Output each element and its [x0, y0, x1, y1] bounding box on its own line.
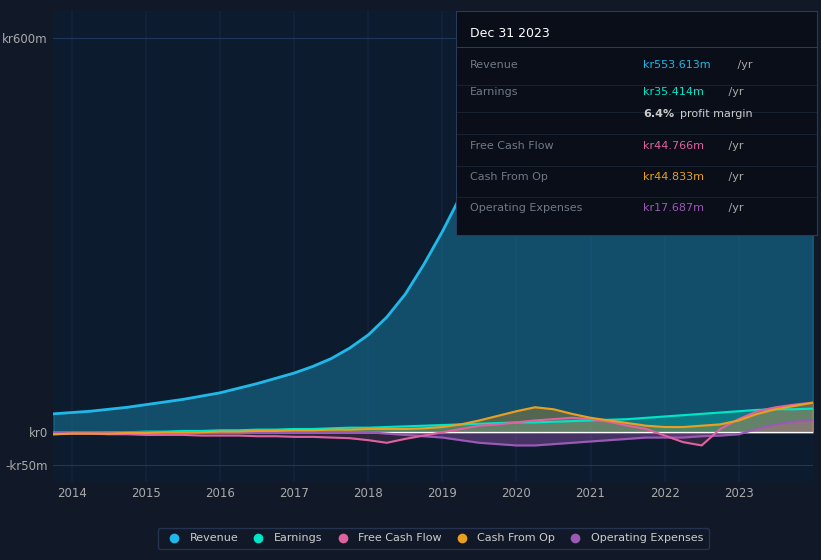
- Text: kr553.613m: kr553.613m: [644, 60, 711, 70]
- Legend: Revenue, Earnings, Free Cash Flow, Cash From Op, Operating Expenses: Revenue, Earnings, Free Cash Flow, Cash …: [158, 528, 709, 549]
- Text: kr44.833m: kr44.833m: [644, 172, 704, 182]
- Text: /yr: /yr: [725, 203, 743, 213]
- Text: Earnings: Earnings: [470, 87, 519, 97]
- Text: kr35.414m: kr35.414m: [644, 87, 704, 97]
- Text: Revenue: Revenue: [470, 60, 519, 70]
- Text: /yr: /yr: [734, 60, 752, 70]
- Text: kr44.766m: kr44.766m: [644, 141, 704, 151]
- Text: Dec 31 2023: Dec 31 2023: [470, 27, 550, 40]
- Text: Operating Expenses: Operating Expenses: [470, 203, 582, 213]
- Text: Free Cash Flow: Free Cash Flow: [470, 141, 553, 151]
- Text: profit margin: profit margin: [680, 109, 752, 119]
- Text: 6.4%: 6.4%: [644, 109, 675, 119]
- Text: kr17.687m: kr17.687m: [644, 203, 704, 213]
- Text: /yr: /yr: [725, 87, 743, 97]
- Text: Cash From Op: Cash From Op: [470, 172, 548, 182]
- Text: /yr: /yr: [725, 172, 743, 182]
- Text: /yr: /yr: [725, 141, 743, 151]
